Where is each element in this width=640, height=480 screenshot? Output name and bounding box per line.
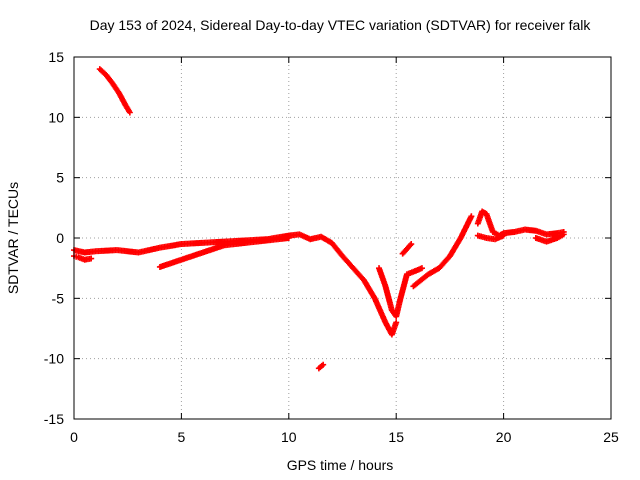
data-point	[285, 235, 292, 241]
series-arc-late-3	[532, 231, 567, 245]
plot-frame	[73, 56, 612, 420]
x-tick-label: 0	[70, 429, 78, 445]
series-arc-rise	[410, 213, 475, 290]
y-tick-label: 10	[48, 109, 64, 125]
data-point	[88, 255, 95, 262]
ticks: 0 5 10 15 20 25 -15 -10 -5 0 5 10 15	[44, 49, 619, 445]
x-tick-label: 5	[178, 429, 186, 445]
data-point	[408, 241, 415, 248]
series-arc-late-2	[474, 232, 507, 243]
x-tick-label: 20	[496, 429, 512, 445]
series-arc-high	[96, 66, 133, 116]
data-point	[560, 231, 567, 238]
series-arc-short	[399, 241, 415, 257]
chart-title: Day 153 of 2024, Sidereal Day-to-day VTE…	[90, 17, 592, 33]
series-arc-outlier	[315, 361, 327, 372]
series-arc-main	[71, 231, 400, 338]
x-tick-label: 15	[388, 429, 404, 445]
y-tick-label: -15	[44, 411, 64, 427]
y-tick-label: -5	[52, 290, 65, 306]
y-tick-label: 5	[56, 170, 64, 186]
series-arc-dip	[376, 265, 425, 320]
data-point	[126, 109, 133, 116]
y-tick-label: 15	[48, 49, 64, 65]
series-arc-late	[474, 208, 567, 239]
y-axis-label: SDTVAR / TECUs	[5, 182, 21, 294]
data-points	[71, 66, 567, 372]
data-point	[500, 232, 507, 239]
data-point	[468, 213, 475, 220]
y-tick-label: 0	[56, 230, 64, 246]
series-arc-early	[71, 253, 95, 263]
y-tick-label: -10	[44, 351, 64, 367]
x-axis-label: GPS time / hours	[287, 457, 394, 473]
data-point	[320, 361, 327, 368]
data-point	[418, 265, 425, 272]
grid	[74, 57, 611, 419]
series-arc-lower	[156, 235, 292, 270]
x-tick-label: 10	[281, 429, 297, 445]
x-tick-label: 25	[603, 429, 619, 445]
data-point	[393, 319, 400, 326]
